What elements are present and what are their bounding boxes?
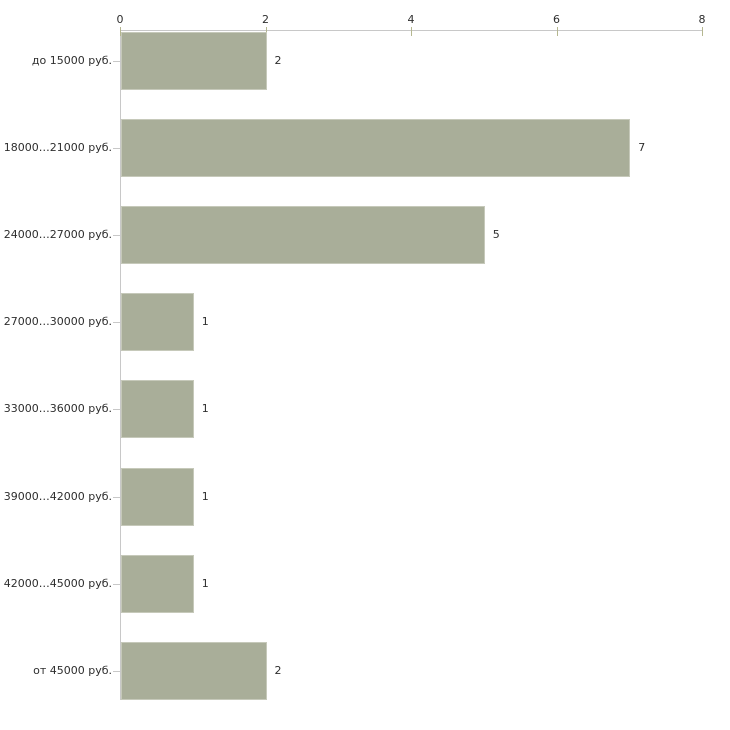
category-tick-mark [113,322,120,323]
bar-value-label: 2 [274,53,282,67]
x-axis-tick-mark [556,27,558,36]
bar-value-label: 2 [274,663,282,677]
bar-value-label: 1 [201,402,209,416]
x-axis-tick-label: 0 [116,13,124,26]
bar [121,641,267,700]
category-tick-mark [113,235,120,236]
x-axis-tick-mark [702,27,703,36]
x-axis-tick-label: 6 [553,13,560,26]
bar-value-label: 7 [638,140,646,154]
category-label: от 45000 руб. [33,663,112,677]
category-label: до 15000 руб. [31,53,112,67]
bar [121,293,194,352]
category-label: 42000…45000 руб. [3,576,112,590]
bar-value-label: 1 [201,315,209,329]
bar [121,554,194,613]
category-tick-mark [113,61,120,62]
x-axis-tick-label: 8 [698,13,706,26]
x-axis-tick-mark [411,27,412,36]
bar [121,118,631,177]
category-label: 24000…27000 руб. [3,227,112,241]
bar [121,380,194,439]
category-label: 33000…36000 руб. [3,402,112,416]
category-label: 39000…42000 руб. [3,489,112,503]
category-tick-mark [113,671,120,672]
x-axis-tick-mark [120,27,121,36]
category-tick-mark [113,497,120,498]
x-axis-tick-label: 4 [407,13,415,26]
category-label: 18000…21000 руб. [3,140,112,154]
y-axis-line [120,30,121,700]
category-label: 27000…30000 руб. [3,315,112,329]
bar-value-label: 1 [201,576,209,590]
bar [121,467,194,526]
bar [121,31,267,90]
bar-value-label: 1 [201,489,209,503]
category-tick-mark [113,584,120,585]
bar-value-label: 5 [492,227,500,241]
bar [121,205,485,264]
category-tick-mark [113,409,120,410]
category-tick-mark [113,148,120,149]
x-axis-tick-label: 2 [262,13,269,26]
